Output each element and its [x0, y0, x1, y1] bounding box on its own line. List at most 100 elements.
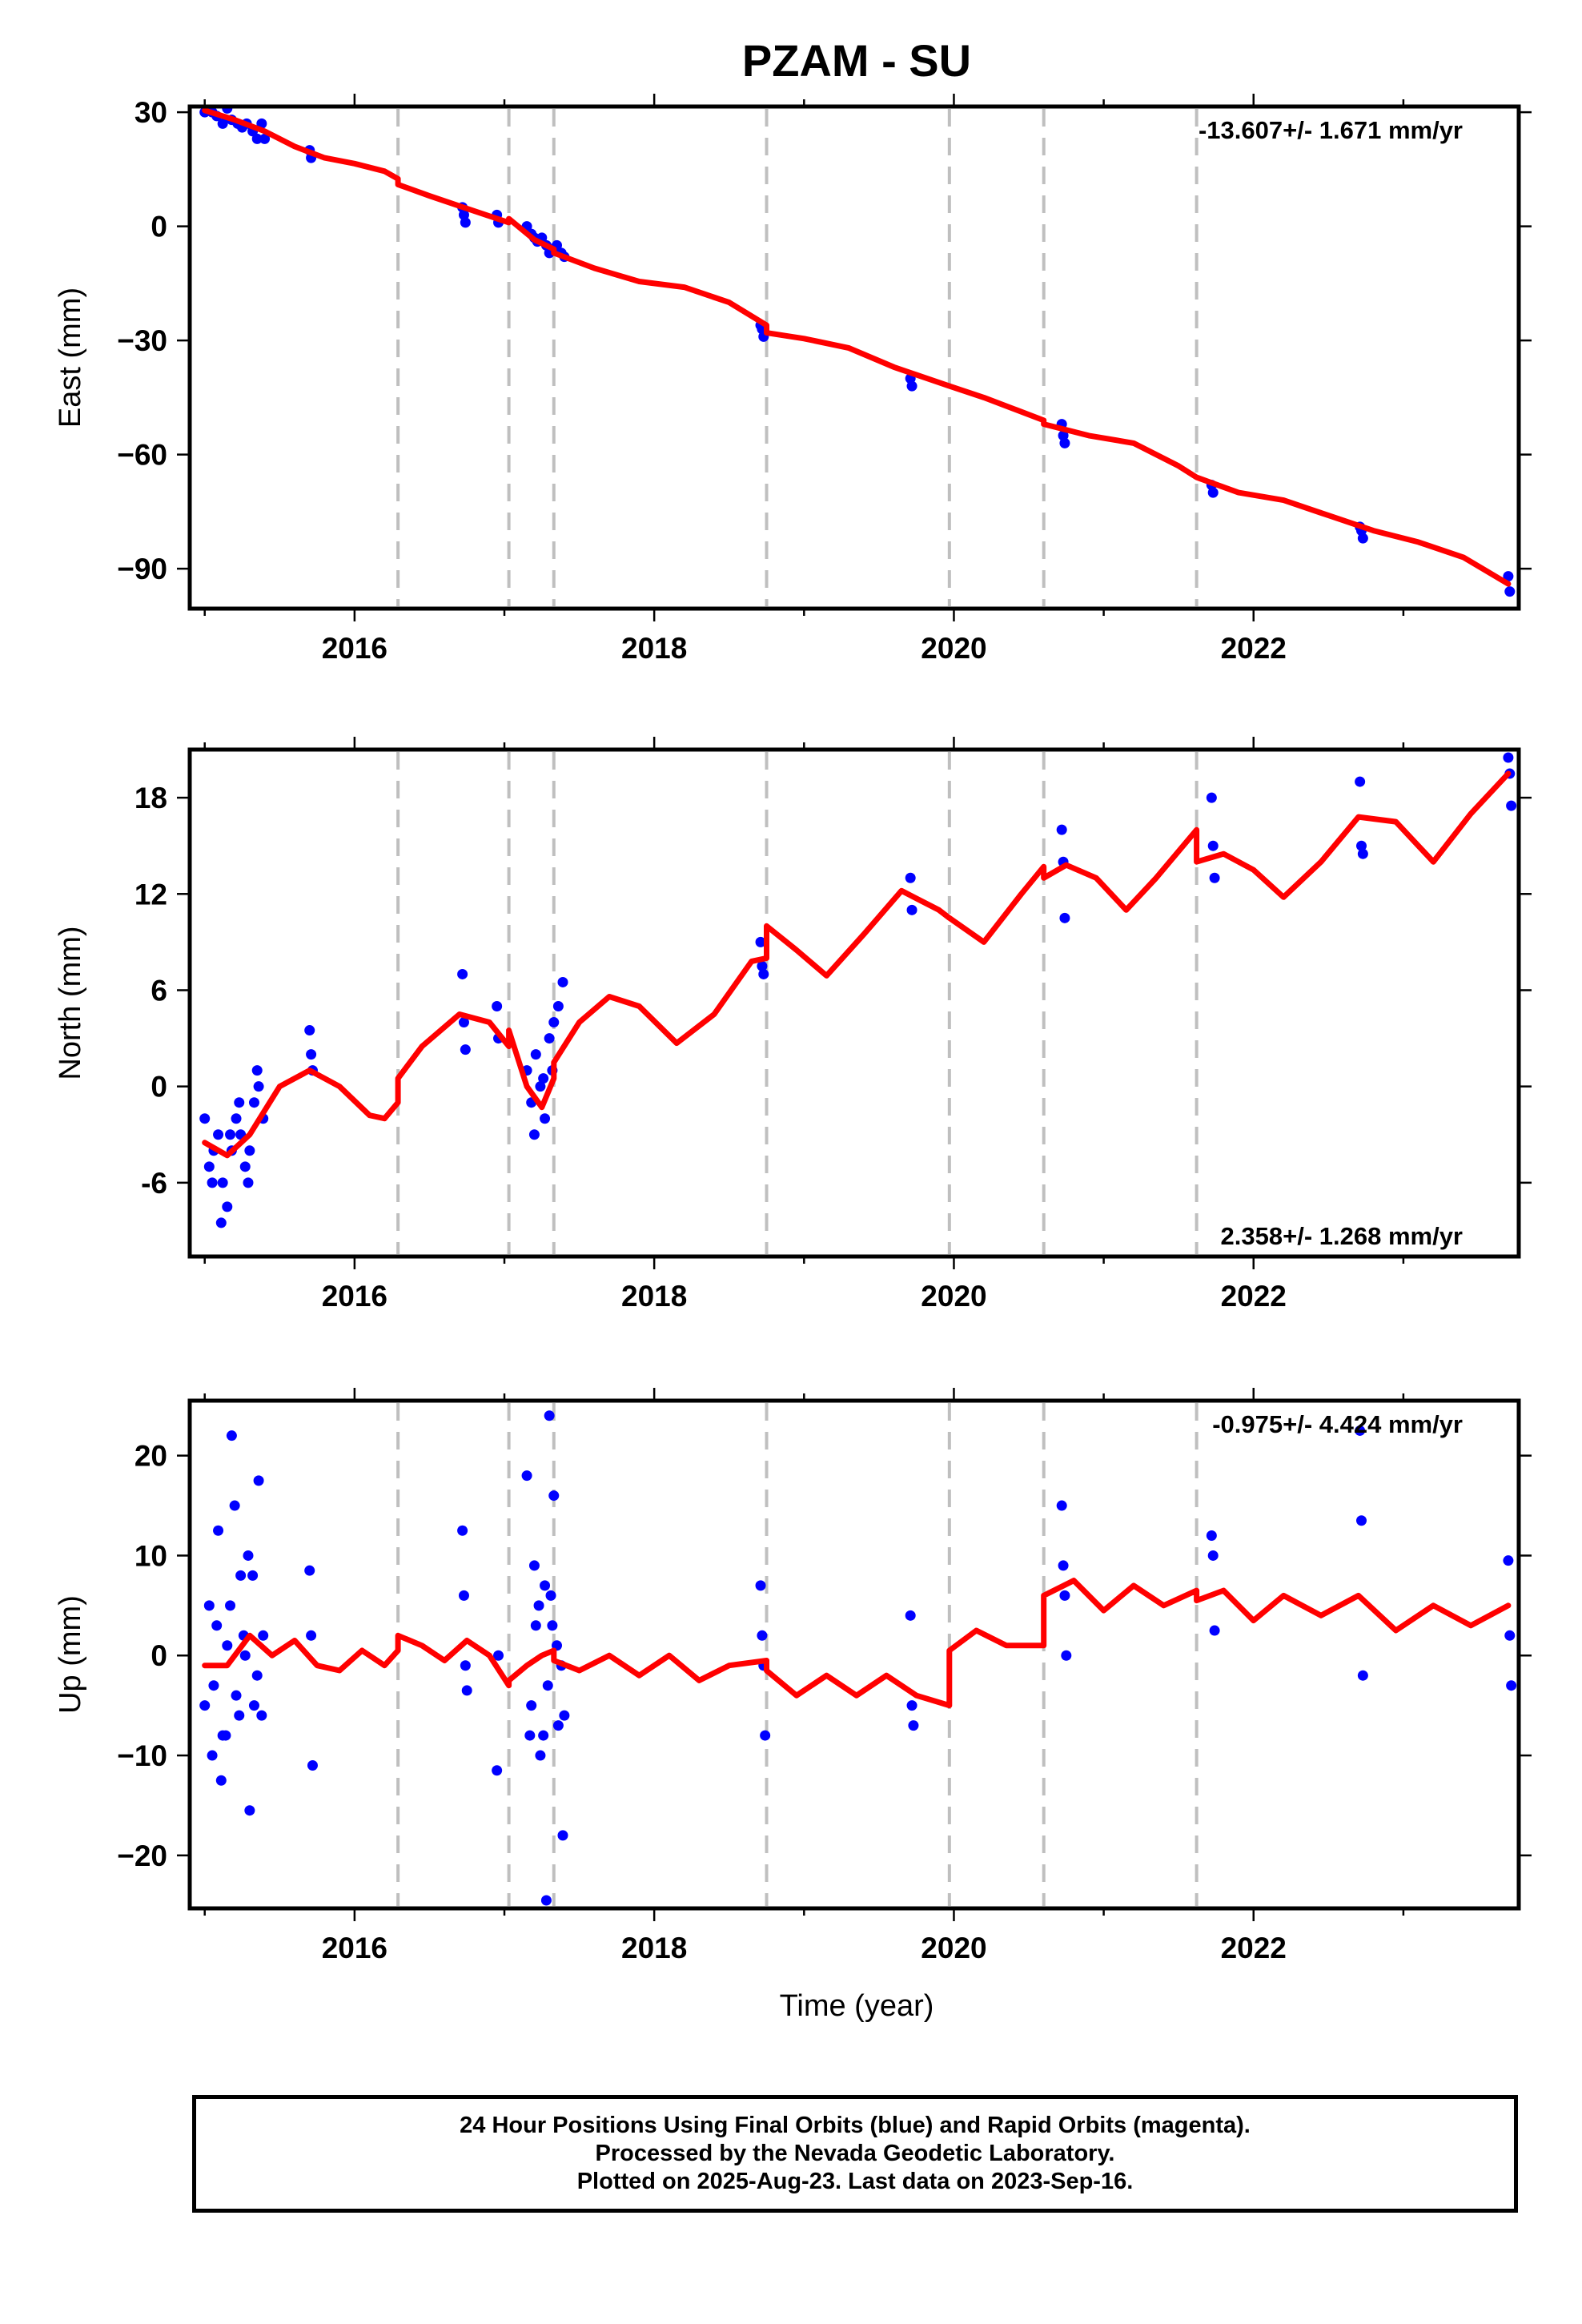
data-point: [213, 1525, 224, 1536]
data-point: [253, 1475, 264, 1486]
figure-title: PZAM - SU: [742, 35, 971, 86]
data-point: [217, 118, 228, 129]
data-point: [460, 1044, 471, 1055]
data-point: [458, 1590, 469, 1601]
data-point: [1503, 1555, 1514, 1566]
data-point: [222, 1640, 233, 1651]
rate-label-up: -0.975+/- 4.424 mm/yr: [1212, 1410, 1463, 1438]
data-point: [533, 1600, 544, 1611]
data-point: [755, 1580, 766, 1591]
data-point: [247, 1570, 259, 1581]
data-point: [1506, 1680, 1517, 1691]
data-point: [243, 1550, 254, 1561]
data-point: [557, 1830, 568, 1841]
data-point: [259, 133, 271, 144]
data-point: [234, 1710, 245, 1721]
x-tick-label-2016: 2016: [322, 632, 387, 665]
y-axis-label-east: East (mm): [54, 287, 87, 428]
data-point: [530, 1049, 541, 1060]
y-tick-label: 0: [151, 1071, 167, 1104]
panel-up: 2016 2018 2020 2022 20 10 0 −10 −20 Up (mm) -0.975…: [54, 1388, 1532, 1964]
data-point: [492, 1001, 503, 1012]
data-point: [1355, 840, 1367, 851]
y-axis-label-north: North (mm): [54, 926, 87, 1080]
data-point: [906, 1700, 917, 1711]
data-point: [535, 1081, 546, 1092]
data-point: [545, 1590, 556, 1601]
footer-caption-box: 24 Hour Positions Using Final Orbits (bl…: [192, 2095, 1518, 2213]
data-point: [217, 1177, 228, 1188]
data-point: [1206, 1530, 1217, 1541]
data-point: [1061, 1650, 1072, 1661]
x-tick-label-2016: 2016: [322, 1932, 387, 1964]
rate-label-east: -13.607+/- 1.671 mm/yr: [1199, 116, 1463, 144]
data-point: [460, 1660, 471, 1671]
data-point: [306, 1630, 317, 1641]
rate-label-north: 2.358+/- 1.268 mm/yr: [1221, 1222, 1463, 1250]
data-point: [458, 1017, 469, 1028]
data-point: [231, 1690, 242, 1701]
data-point: [1059, 912, 1070, 923]
model-line-east: [202, 107, 1512, 587]
data-point: [1059, 437, 1070, 448]
x-tick-label-2018: 2018: [621, 632, 687, 665]
data-point: [757, 1630, 768, 1641]
data-point: [225, 1600, 236, 1611]
data-point: [1504, 1630, 1516, 1641]
y-tick-label: 0: [151, 211, 167, 243]
data-point: [1355, 776, 1366, 787]
data-point: [493, 1650, 504, 1661]
data-point: [1503, 752, 1514, 763]
data-point: [905, 872, 916, 883]
data-point: [540, 1895, 552, 1906]
data-point: [248, 1097, 259, 1108]
data-point: [251, 1065, 263, 1076]
data-point: [905, 1610, 916, 1621]
data-point: [1207, 487, 1219, 498]
data-point: [1357, 1670, 1368, 1681]
data-point: [207, 1750, 218, 1761]
data-point: [1206, 792, 1217, 803]
data-point: [552, 1720, 564, 1731]
data-point: [457, 968, 468, 979]
data-point: [222, 1201, 233, 1212]
x-tick-label-2022: 2022: [1221, 632, 1287, 665]
data-point: [215, 1775, 227, 1786]
data-point: [235, 1570, 247, 1581]
y-tick-label: 30: [135, 96, 167, 129]
data-point: [208, 1680, 219, 1691]
data-points-up: [199, 1410, 1517, 1906]
data-point: [530, 1620, 541, 1631]
y-tick-label: −20: [117, 1839, 167, 1872]
footer-line-3: Plotted on 2025-Aug-23. Last data on 202…: [576, 2168, 1134, 2194]
data-point: [1355, 1515, 1367, 1526]
data-point: [538, 1073, 549, 1084]
data-point: [203, 1161, 215, 1172]
x-tick-label-2020: 2020: [921, 632, 986, 665]
data-point: [1207, 1550, 1219, 1561]
data-point: [544, 1033, 555, 1044]
footer-line-2: Processed by the Nevada Geodetic Laborat…: [595, 2141, 1115, 2167]
data-point: [234, 1097, 245, 1108]
data-point: [548, 1490, 560, 1502]
plot-frame-north: [187, 747, 1521, 1259]
data-point: [906, 904, 917, 915]
data-point: [1058, 1560, 1069, 1571]
data-point: [492, 1765, 503, 1776]
panel-north: 2016 2018 2020 2022 18 12 6 0 -6 North (mm) 2.358+…: [54, 737, 1532, 1313]
data-point: [526, 1700, 537, 1711]
data-point: [231, 1113, 242, 1124]
x-axis-label: Time (year): [780, 1989, 934, 2023]
data-point: [1209, 872, 1220, 883]
data-point: [243, 1177, 254, 1188]
data-point: [306, 1049, 317, 1060]
data-point: [559, 1710, 570, 1721]
y-tick-label: 0: [151, 1639, 167, 1672]
data-point: [225, 1129, 236, 1140]
data-point: [253, 1081, 264, 1092]
data-point: [557, 976, 568, 987]
x-tick-label-2020: 2020: [921, 1932, 986, 1964]
data-point: [213, 1129, 224, 1140]
data-point: [203, 1600, 215, 1611]
